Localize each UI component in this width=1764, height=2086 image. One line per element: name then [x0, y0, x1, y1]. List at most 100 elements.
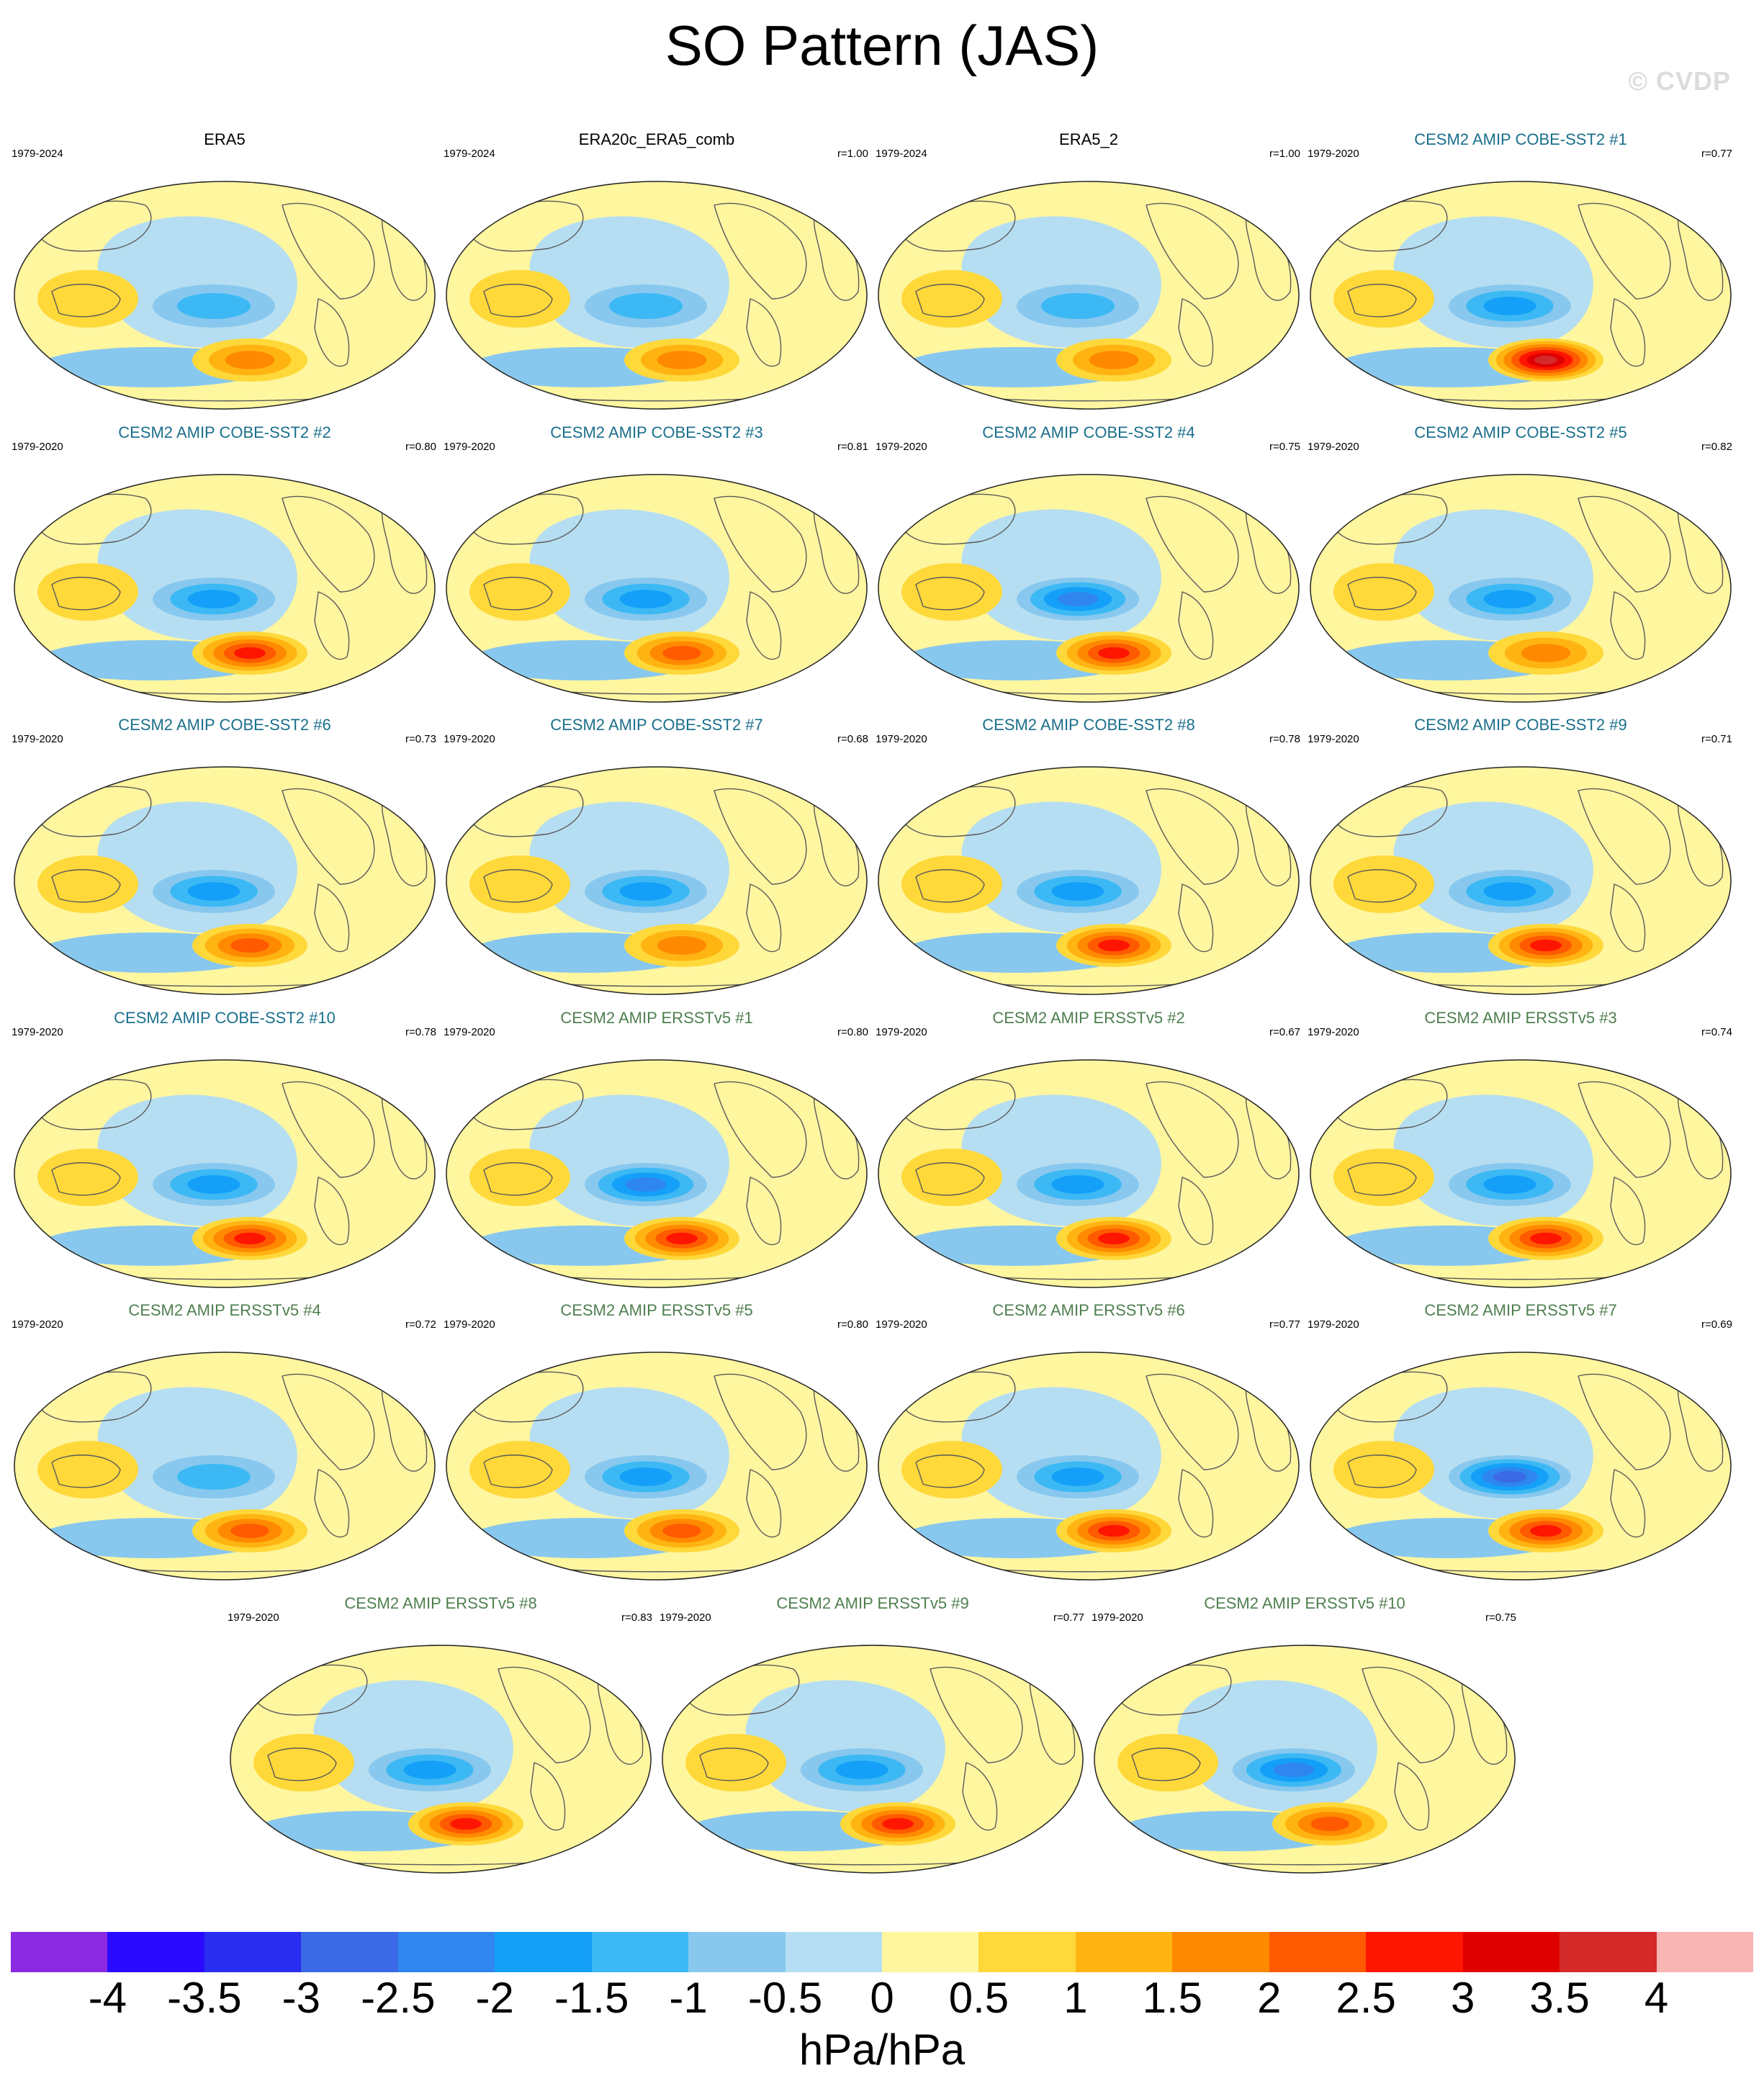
coastline: [1610, 1469, 1646, 1538]
globe-outline: [662, 1645, 1084, 1874]
coastline: [714, 788, 807, 885]
negative-anomaly-contour: [1483, 1175, 1536, 1194]
australia-positive-region: [469, 855, 570, 913]
positive-anomaly-contour: [234, 647, 266, 660]
panel-title: CESM2 AMIP ERSSTv5 #2: [992, 1009, 1185, 1027]
map-panel: CESM2 AMIP COBE-SST2 #2 1979-2020 r=0.80: [9, 419, 441, 707]
negative-anomaly-contour: [1051, 1175, 1104, 1194]
coastline: [1146, 1081, 1239, 1178]
colorbar-swatch: [397, 1932, 495, 1972]
australia-positive-region: [469, 563, 570, 621]
colorbar-swatch: [1075, 1932, 1173, 1972]
map-svg: [878, 474, 1300, 703]
coastline: [930, 1666, 1023, 1763]
map-panel: CESM2 AMIP ERSSTv5 #8 1979-2020 r=0.83: [225, 1590, 657, 1878]
panel-title: CESM2 AMIP ERSSTv5 #3: [1424, 1009, 1617, 1027]
coastline: [915, 869, 985, 903]
map-panel: CESM2 AMIP COBE-SST2 #9 1979-2020 r=0.71: [1305, 711, 1737, 999]
coastline: [483, 1162, 553, 1196]
positive-anomaly-contour: [657, 936, 707, 955]
positive-anomaly-contour: [1310, 1817, 1349, 1831]
coastline: [498, 1666, 591, 1763]
coastline: [51, 577, 121, 611]
panel-period: 1979-2020: [1308, 441, 1359, 453]
map-svg: [1310, 766, 1732, 995]
panel-title: CESM2 AMIP COBE-SST2 #5: [1414, 423, 1627, 441]
coastline: [1610, 591, 1646, 660]
positive-anomaly-contour: [1530, 1524, 1562, 1537]
colorbar-tick-label: -1.5: [554, 1974, 629, 2022]
panel-title: ERA20c_ERA5_comb: [578, 130, 735, 148]
map-svg: [1310, 1352, 1732, 1581]
panel-title: CESM2 AMIP ERSSTv5 #10: [1204, 1594, 1405, 1612]
colorbar-tick-label: 0.5: [948, 1974, 1009, 2022]
australia-positive-region: [1117, 1734, 1218, 1791]
positive-anomaly-contour: [1530, 1232, 1562, 1245]
panel-title: ERA5: [204, 130, 246, 148]
globe-outline: [14, 474, 436, 703]
coastline: [1610, 298, 1646, 367]
coastline: [1178, 1177, 1214, 1246]
coastline: [314, 884, 350, 953]
coastline: [51, 284, 121, 318]
panel-period: 1979-2020: [444, 733, 495, 745]
positive-anomaly-contour: [450, 1817, 482, 1830]
map-svg: [446, 1352, 868, 1581]
globe-outline: [1310, 181, 1732, 410]
coastline: [915, 1162, 985, 1196]
panel-period: 1979-2024: [876, 148, 927, 160]
panel-period: 1979-2020: [1092, 1611, 1143, 1624]
panel-title: CESM2 AMIP ERSSTv5 #9: [776, 1594, 969, 1612]
colorbar-swatch: [1269, 1932, 1367, 1972]
colorbar-tick-label: -3: [282, 1974, 321, 2022]
positive-anomaly-contour: [657, 351, 707, 369]
coastline: [746, 1469, 782, 1538]
positive-anomaly-contour: [666, 1232, 698, 1245]
negative-anomaly-contour: [1273, 1763, 1315, 1777]
coastline: [1146, 495, 1239, 593]
map-svg: [446, 474, 868, 703]
globe-outline: [878, 1352, 1300, 1581]
colorbar-tick-label: 3: [1450, 1974, 1475, 2022]
coastline: [483, 284, 553, 318]
coastline: [1347, 577, 1417, 611]
panel-title: CESM2 AMIP COBE-SST2 #9: [1414, 716, 1627, 734]
australia-positive-region: [37, 855, 138, 913]
coastline: [282, 788, 375, 885]
panel-period: 1979-2024: [444, 148, 495, 160]
positive-anomaly-contour: [1521, 644, 1571, 662]
map-svg: [1310, 474, 1732, 703]
negative-anomaly-contour: [619, 590, 672, 608]
panel-title: CESM2 AMIP COBE-SST2 #3: [550, 423, 763, 441]
map-panel: CESM2 AMIP COBE-SST2 #3 1979-2020 r=0.81: [441, 419, 873, 707]
globe-outline: [878, 474, 1300, 703]
map-svg: [662, 1645, 1084, 1874]
coastline: [1146, 788, 1239, 885]
coastline: [530, 1762, 566, 1831]
colorbar-tick-label: -2: [475, 1974, 514, 2022]
negative-anomaly-contour: [403, 1761, 456, 1779]
panel-period: 1979-2020: [876, 1318, 927, 1331]
australia-positive-region: [1333, 563, 1434, 621]
panel-correlation: r=0.82: [1701, 441, 1732, 453]
globe-outline: [878, 766, 1300, 995]
map-svg: [1094, 1645, 1516, 1874]
map-panel: CESM2 AMIP ERSSTv5 #3 1979-2020 r=0.74: [1305, 1004, 1737, 1292]
coastline: [483, 869, 553, 903]
panel-period: 1979-2020: [12, 1318, 63, 1331]
globe-outline: [1310, 1059, 1732, 1288]
coastline: [1578, 1081, 1671, 1178]
map-panel: CESM2 AMIP COBE-SST2 #8 1979-2020 r=0.78: [873, 711, 1305, 999]
panel-period: 1979-2020: [12, 1026, 63, 1038]
panel-period: 1979-2024: [12, 148, 63, 160]
coastline: [1362, 1666, 1455, 1763]
panel-period: 1979-2020: [1308, 148, 1359, 160]
map-panel: CESM2 AMIP COBE-SST2 #10 1979-2020 r=0.78: [9, 1004, 441, 1292]
coastline: [1347, 284, 1417, 318]
colorbar-swatch: [1172, 1932, 1270, 1972]
colorbar-tick-label: 2: [1257, 1974, 1282, 2022]
coastline: [483, 1455, 553, 1488]
panel-correlation: r=0.69: [1701, 1318, 1732, 1331]
cvdp-watermark: © CVDP: [1628, 66, 1731, 96]
map-panel: CESM2 AMIP COBE-SST2 #6 1979-2020 r=0.73: [9, 711, 441, 999]
